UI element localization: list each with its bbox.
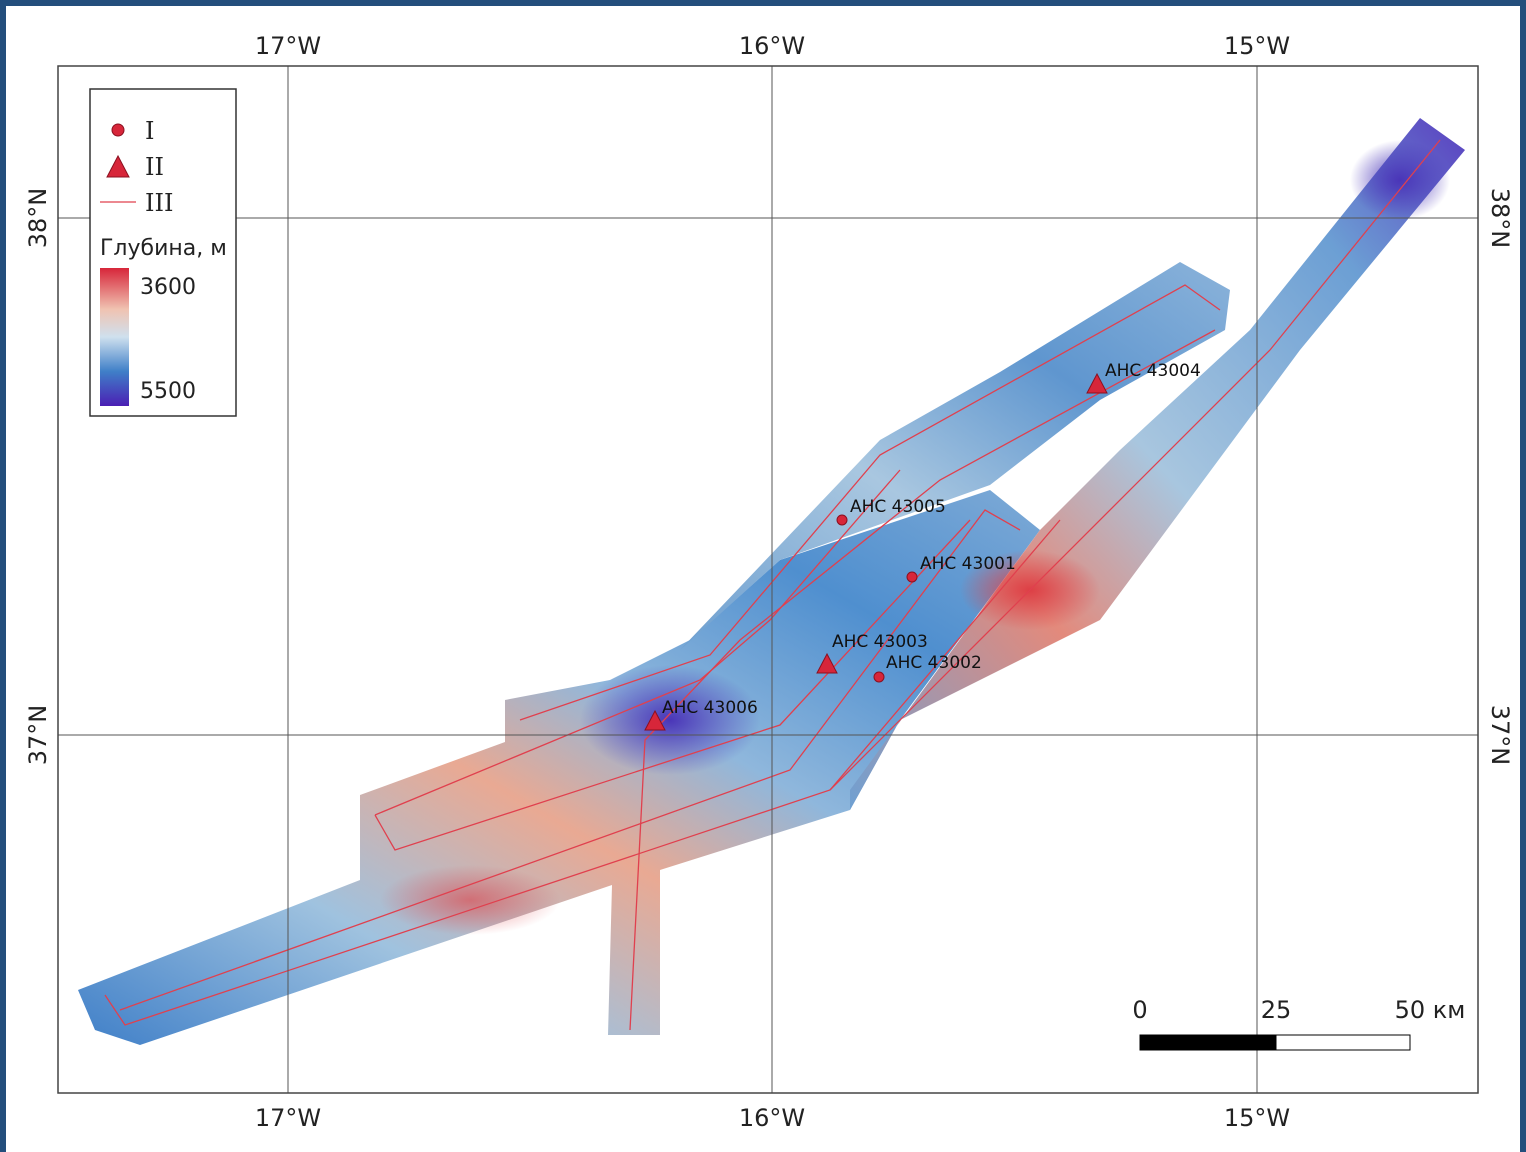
map-figure: 17°W 17°W 16°W 16°W 15°W 15°W 38°N 38°N 37°N 37°N…	[0, 0, 1526, 1152]
station-label: АНС 43006	[662, 698, 758, 718]
color-bar-label: 5500	[140, 379, 196, 404]
station-circle	[874, 672, 884, 682]
scale-label: 25	[1261, 996, 1292, 1024]
deep-area	[580, 665, 760, 775]
page: { "map": { "lon_labels": ["17°W", "16°W"…	[0, 0, 1526, 1152]
station-label: АНС 43003	[832, 632, 928, 652]
lon-label: 17°W	[255, 32, 321, 60]
legend: I II III Глубина, м 3600 5500	[90, 89, 236, 416]
lon-label: 15°W	[1224, 32, 1290, 60]
lat-label: 38°N	[24, 188, 52, 249]
lon-label: 15°W	[1224, 1104, 1290, 1132]
lat-label: 38°N	[1486, 188, 1514, 249]
scale-label: 0	[1132, 996, 1147, 1024]
legend-title: Глубина, м	[100, 236, 227, 261]
lat-label: 37°N	[24, 705, 52, 766]
scale-label: 50 км	[1395, 996, 1466, 1024]
lon-label: 17°W	[255, 1104, 321, 1132]
station-label: АНС 43001	[920, 554, 1016, 574]
station-label: АНС 43002	[886, 653, 982, 673]
station-circle	[907, 572, 917, 582]
station-circle	[837, 515, 847, 525]
shallow-area	[380, 865, 560, 935]
legend-circle	[112, 124, 124, 136]
legend-label: II	[145, 153, 164, 181]
lat-label: 37°N	[1486, 705, 1514, 766]
station-label: АНС 43004	[1105, 361, 1201, 381]
lon-label: 16°W	[739, 1104, 805, 1132]
deep-area	[1350, 140, 1450, 220]
scale-segment	[1140, 1035, 1276, 1050]
color-bar-label: 3600	[140, 275, 196, 300]
lon-label: 16°W	[739, 32, 805, 60]
legend-label: I	[145, 117, 154, 145]
legend-label: III	[145, 189, 173, 217]
station-label: АНС 43005	[850, 497, 946, 517]
color-bar	[100, 268, 129, 406]
scale-segment	[1276, 1035, 1410, 1050]
